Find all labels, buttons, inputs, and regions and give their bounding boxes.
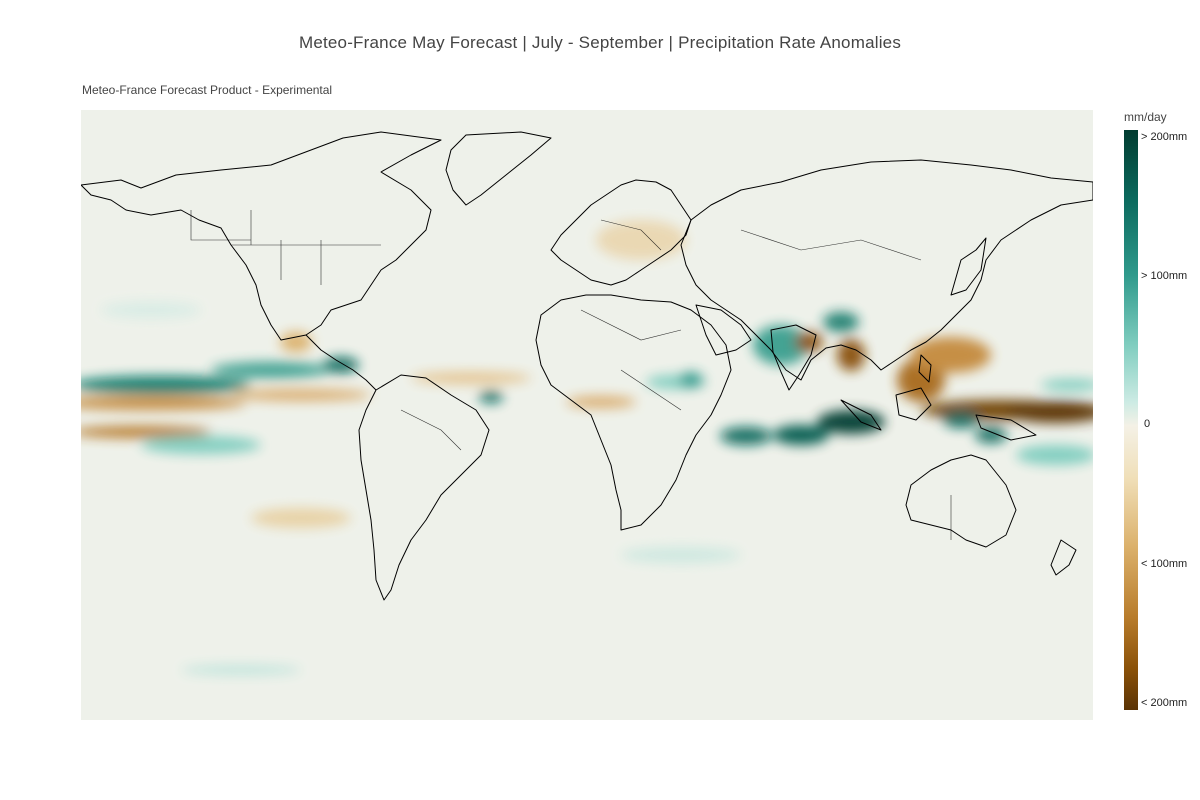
new-zealand-outline [1050,539,1077,576]
north-america-outline [81,131,442,341]
india-outline [770,324,817,391]
borneo-outline [895,387,932,421]
colorbar [1124,130,1138,710]
europe-outline [550,179,692,286]
philippines-outline [918,354,932,383]
new-guinea-outline [975,414,1037,441]
chart-subtitle: Meteo-France Forecast Product - Experime… [82,83,333,97]
asia-outline [680,159,1093,381]
colorbar-tick-wet-mid: > 100mm [1141,270,1188,282]
africa-outline [535,294,732,531]
world-map [81,110,1093,720]
ocean-background [81,110,1093,720]
australia-outline [905,454,1017,548]
colorbar-tick-dry-mid: < 100mm [1141,558,1188,570]
sumatra-outline [840,399,882,431]
anomaly-field [81,220,1093,675]
colorbar-title: mm/day [1124,110,1167,124]
arabia-outline [695,304,752,356]
japan-outline [950,237,987,296]
land-outlines [81,131,1093,601]
country-borders [190,210,952,540]
colorbar-tick-zero: 0 [1144,418,1151,430]
chart-title: Meteo-France May Forecast | July - Septe… [298,33,902,52]
central-america-outline [305,334,377,391]
colorbar-tick-wet-max: > 200mm [1141,131,1188,143]
south-america-outline [358,374,490,601]
greenland-outline [445,131,552,206]
colorbar-tick-dry-max: < 200mm [1141,697,1188,709]
map-plot-area[interactable] [81,110,1093,720]
